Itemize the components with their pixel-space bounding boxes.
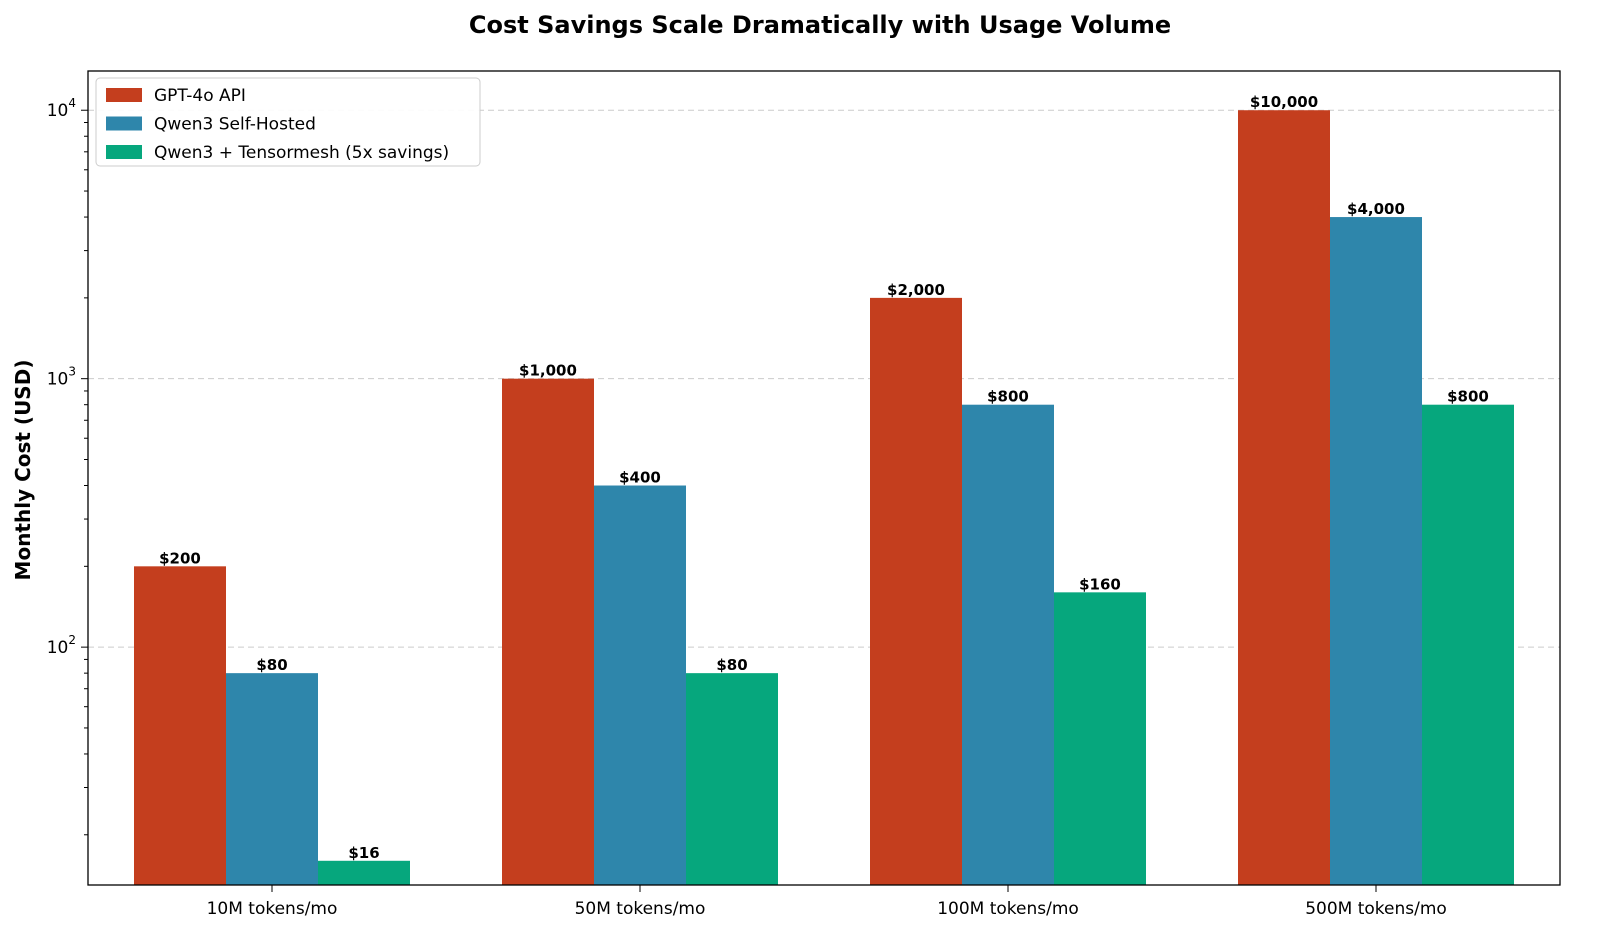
bar (134, 566, 226, 885)
legend-label: Qwen3 + Tensormesh (5x savings) (154, 143, 449, 163)
legend-swatch (106, 116, 142, 131)
bars-layer (134, 110, 1514, 885)
legend-swatch (106, 88, 142, 102)
bar (1422, 404, 1514, 885)
bar-value-label: $400 (619, 469, 661, 487)
legend-box (95, 77, 481, 167)
x-tick-label: 10M tokens/mo (207, 899, 338, 919)
y-tick-label: 102 (47, 633, 76, 658)
bar-value-label: $1,000 (519, 362, 577, 380)
bar (318, 860, 410, 885)
bar-value-label: $160 (1079, 575, 1121, 593)
y-axis-label: Monthly Cost (USD) (11, 360, 35, 581)
y-axis: 102 103 104 (47, 96, 88, 836)
y-tick-label: 104 (47, 96, 76, 121)
bar-value-label: $80 (716, 656, 747, 674)
bar (502, 378, 594, 885)
bar (226, 673, 318, 885)
bar (962, 404, 1054, 885)
bar-value-label: $800 (1447, 388, 1489, 406)
bar (594, 485, 686, 885)
bar (1330, 217, 1422, 885)
bar-value-label: $4,000 (1347, 200, 1405, 218)
x-tick-label: 50M tokens/mo (575, 899, 706, 919)
x-axis: 10M tokens/mo 50M tokens/mo 100M tokens/mo… (207, 885, 1447, 919)
bar-value-label: $80 (256, 656, 287, 674)
bar-value-label: $800 (987, 388, 1029, 406)
bar-value-label: $200 (159, 549, 201, 567)
bar-labels-layer: $200 $80 $16 $1,000 $400 $80 $2,000 $800 $160 $10… (159, 93, 1489, 862)
chart-title: Cost Savings Scale Dramatically with Usa… (469, 11, 1171, 39)
x-tick-label: 500M tokens/mo (1305, 899, 1447, 919)
bar (1054, 592, 1146, 885)
legend-label: Qwen3 Self-Hosted (154, 115, 316, 135)
x-tick-label: 100M tokens/mo (937, 899, 1079, 919)
bar (686, 673, 778, 885)
legend-swatch (106, 145, 142, 159)
plot-frame (87, 70, 1561, 886)
legend-label: GPT-4o API (154, 86, 246, 106)
bar-value-label: $16 (348, 844, 379, 862)
legend[interactable]: GPT-4o API Qwen3 Self-Hosted Qwen3 + Tenso… (95, 77, 481, 167)
bar-value-label: $2,000 (887, 281, 945, 299)
y-tick-label: 103 (47, 365, 76, 390)
bar-value-label: $10,000 (1250, 93, 1318, 111)
bar (870, 297, 962, 885)
bar (1238, 110, 1330, 885)
